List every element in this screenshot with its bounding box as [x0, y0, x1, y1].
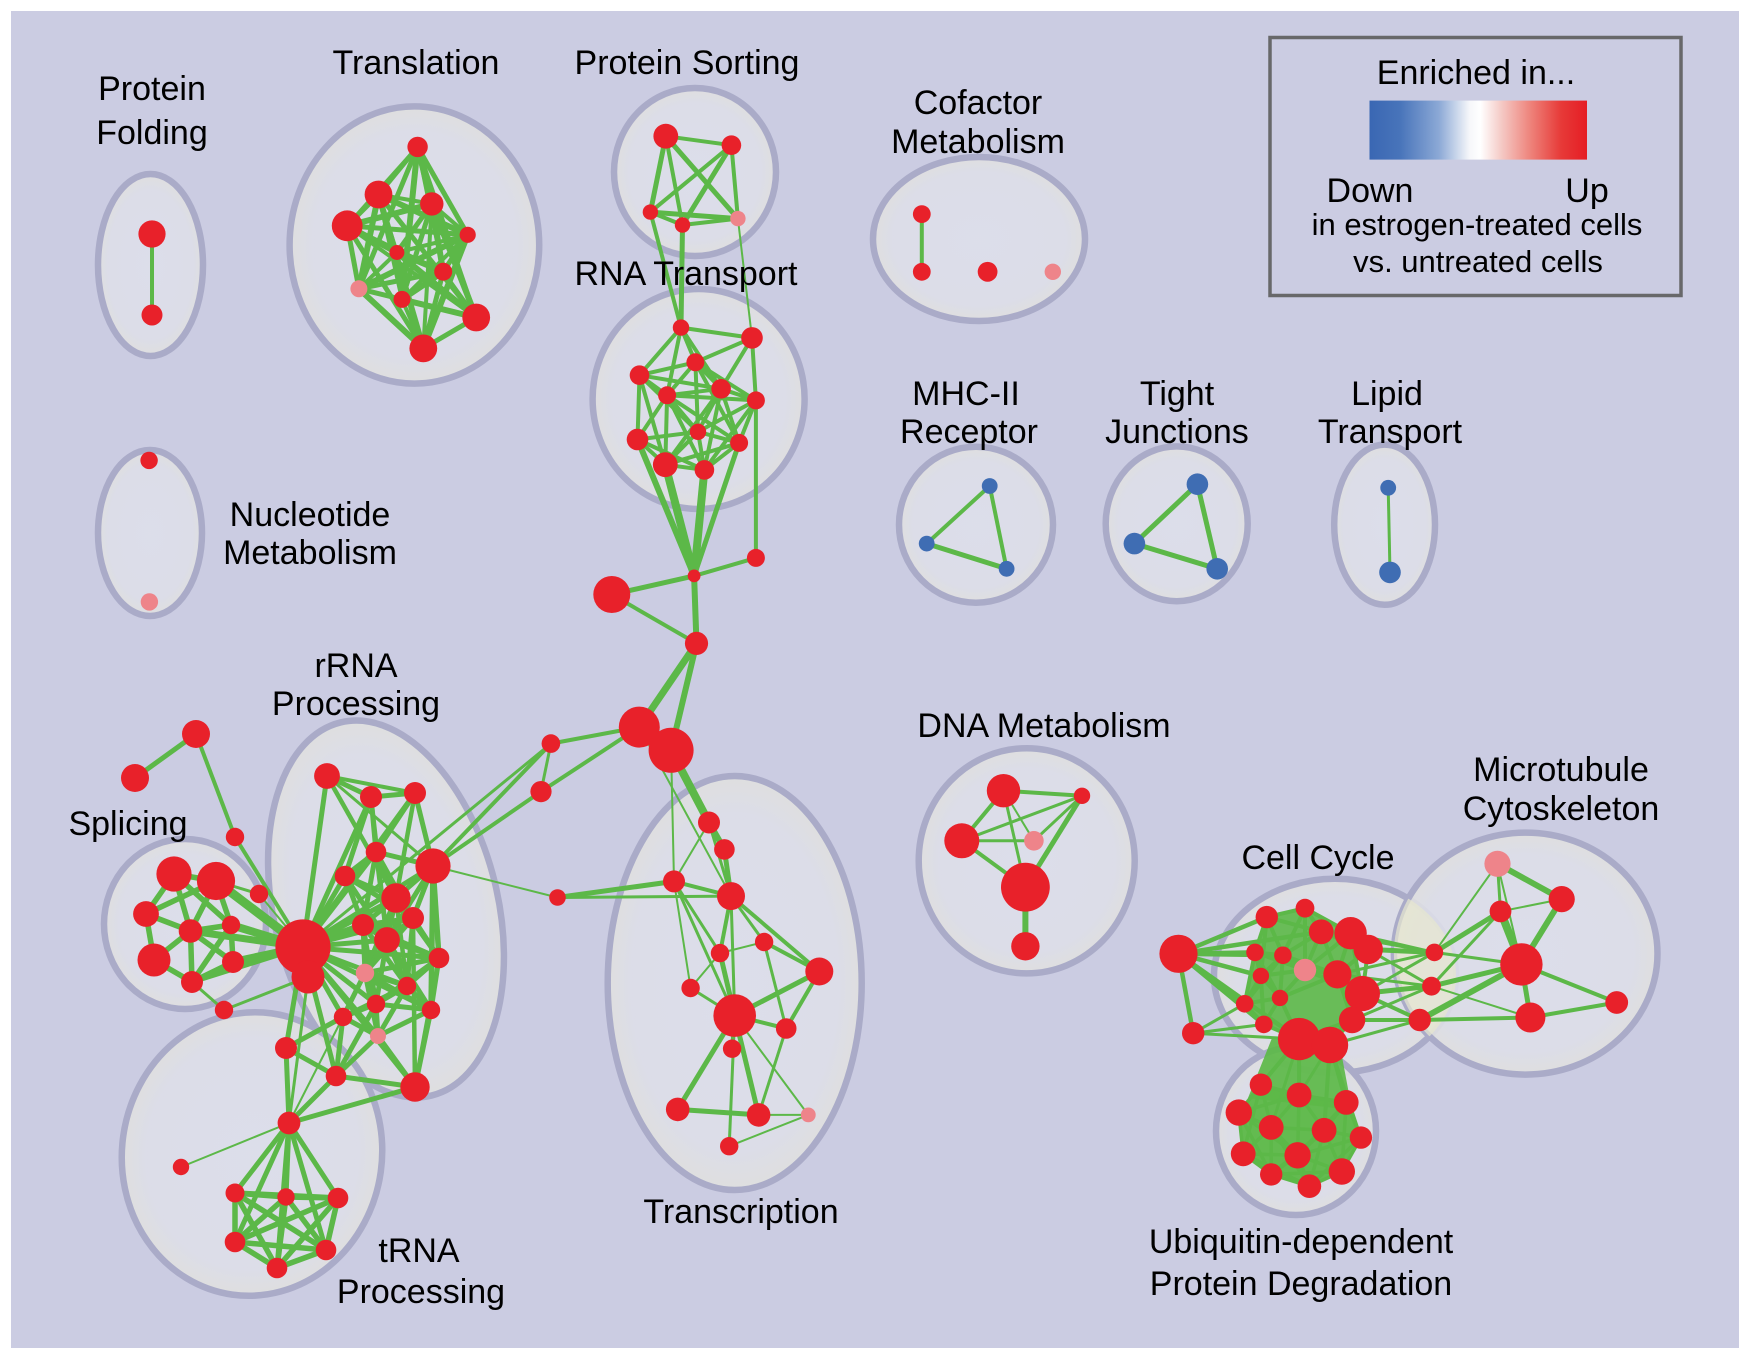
svg-text:Receptor: Receptor: [900, 413, 1038, 451]
svg-text:Metabolism: Metabolism: [223, 534, 397, 572]
svg-text:Translation: Translation: [333, 44, 500, 82]
svg-text:DNA Metabolism: DNA Metabolism: [917, 707, 1170, 745]
svg-text:RNA Transport: RNA Transport: [575, 255, 799, 293]
svg-text:Protein Degradation: Protein Degradation: [1150, 1265, 1452, 1303]
svg-text:Ubiquitin-dependent: Ubiquitin-dependent: [1149, 1223, 1454, 1261]
svg-text:Lipid: Lipid: [1351, 375, 1423, 413]
svg-text:Cell Cycle: Cell Cycle: [1241, 839, 1394, 877]
svg-text:Folding: Folding: [96, 114, 208, 152]
svg-text:Protein Sorting: Protein Sorting: [575, 44, 800, 82]
svg-text:Splicing: Splicing: [68, 805, 187, 843]
svg-text:Junctions: Junctions: [1105, 413, 1249, 451]
svg-text:Processing: Processing: [337, 1273, 505, 1311]
svg-text:Tight: Tight: [1140, 375, 1215, 413]
svg-text:Processing: Processing: [272, 685, 440, 723]
svg-text:in estrogen-treated cells: in estrogen-treated cells: [1312, 207, 1643, 242]
svg-text:Cytoskeleton: Cytoskeleton: [1463, 790, 1660, 828]
svg-text:Microtubule: Microtubule: [1473, 751, 1649, 789]
svg-text:Transport: Transport: [1318, 413, 1463, 451]
svg-text:Enriched in...: Enriched in...: [1377, 54, 1575, 92]
svg-text:Metabolism: Metabolism: [891, 123, 1065, 161]
svg-text:Protein: Protein: [98, 70, 206, 108]
svg-text:Up: Up: [1565, 172, 1608, 210]
svg-text:rRNA: rRNA: [314, 647, 397, 685]
svg-text:Nucleotide: Nucleotide: [230, 496, 391, 534]
svg-text:tRNA: tRNA: [378, 1232, 460, 1270]
svg-text:Cofactor: Cofactor: [914, 84, 1043, 122]
svg-text:Transcription: Transcription: [643, 1193, 838, 1231]
svg-text:Down: Down: [1327, 172, 1414, 210]
svg-text:vs. untreated cells: vs. untreated cells: [1353, 244, 1603, 279]
svg-text:MHC-II: MHC-II: [912, 375, 1020, 413]
